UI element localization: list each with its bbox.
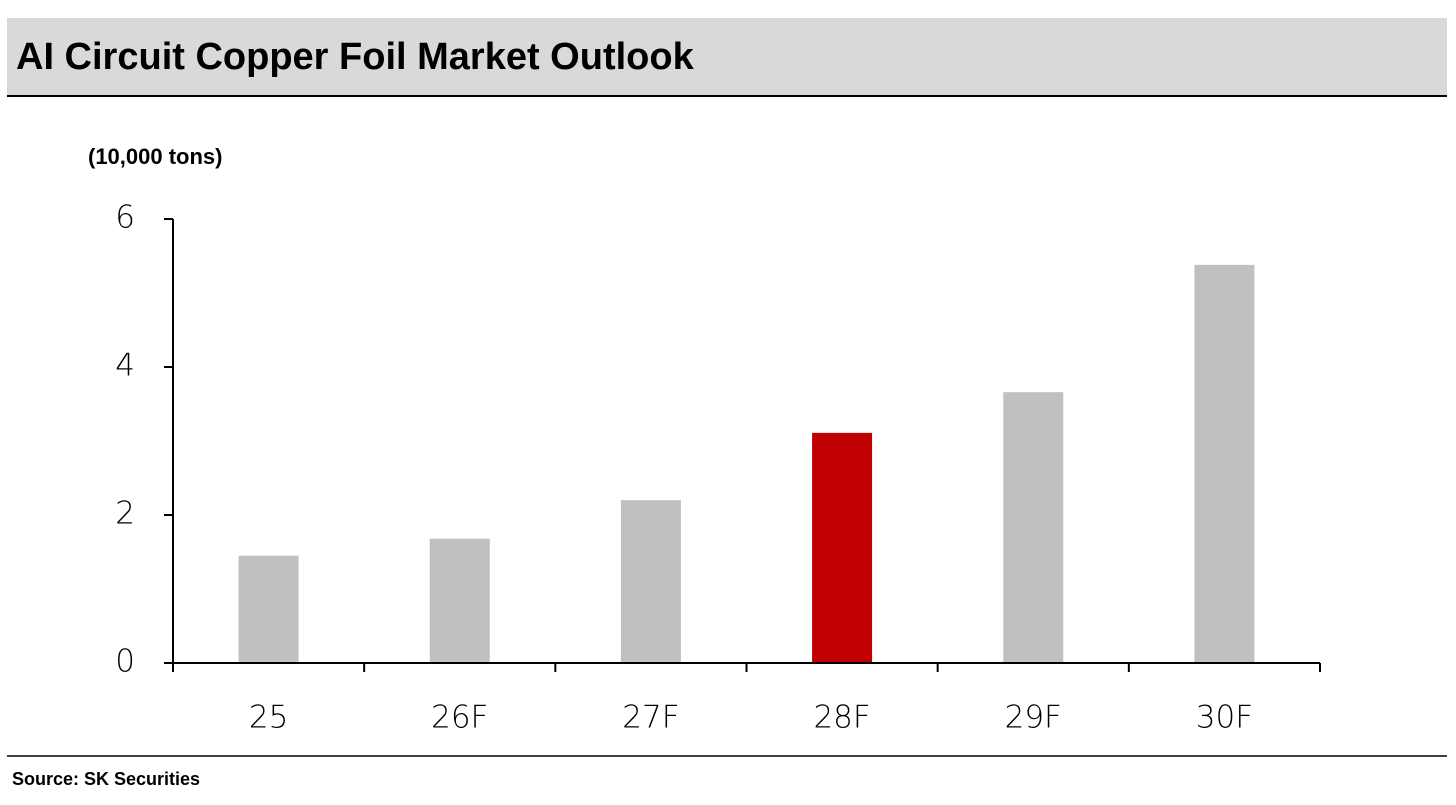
source-note: Source: SK Securities [12,769,200,789]
x-tick-label: 25 [249,700,288,736]
y-tick-label: 4 [115,348,135,384]
chart-title: AI Circuit Copper Foil Market Outlook [16,36,695,78]
bar [1003,392,1064,663]
x-tick-label: 28F [813,700,870,736]
x-tick-label: 29F [1005,700,1062,736]
y-tick-label: 0 [115,644,135,680]
bar [429,538,490,663]
bar [620,500,681,663]
bar [238,555,299,663]
x-tick-label: 27F [622,700,679,736]
y-tick-label: 2 [115,496,135,532]
x-tick-label: 30F [1196,700,1253,736]
y-tick-label: 6 [115,200,135,236]
title-banner [7,18,1447,96]
y-axis-label: (10,000 tons) [88,144,223,169]
bar [1194,264,1255,663]
x-tick-label: 26F [431,700,488,736]
bar [812,432,873,663]
